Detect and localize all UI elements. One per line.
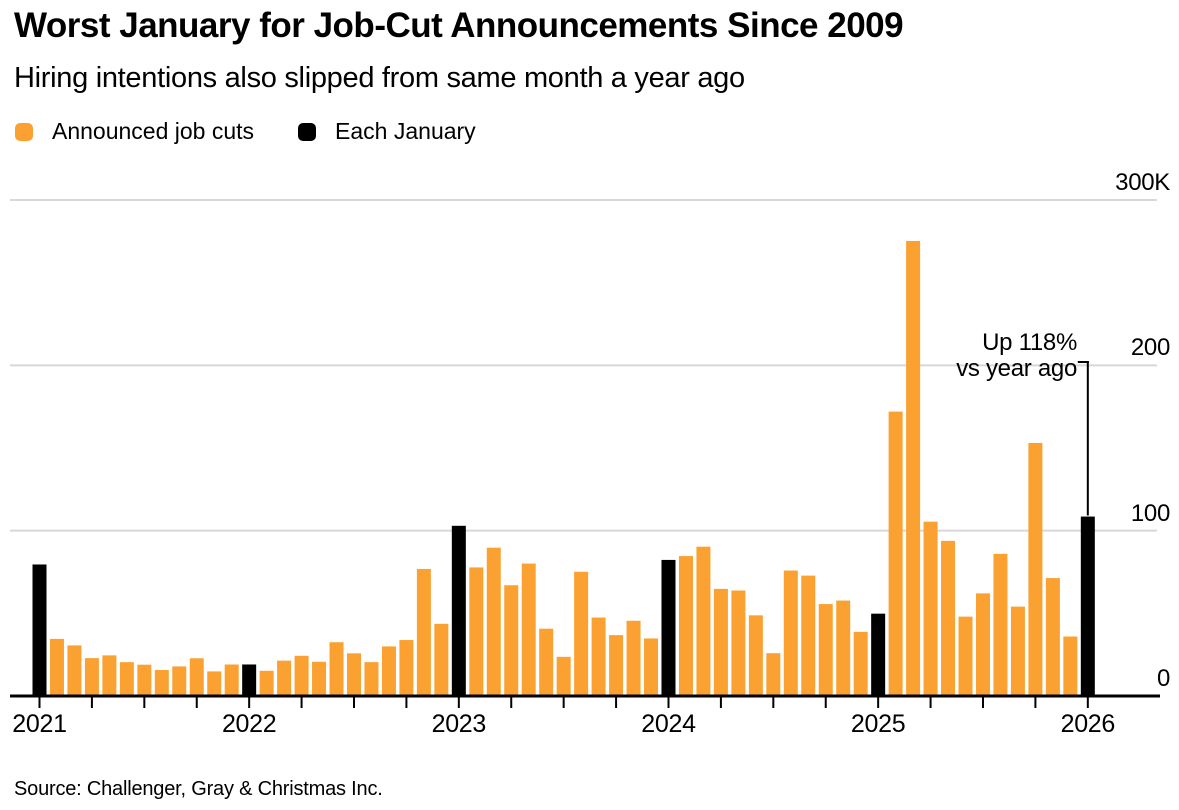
y-axis-label-0: 0 (1156, 665, 1170, 692)
bar-2022-03 (277, 660, 292, 696)
chart-subtitle: Hiring intentions also slipped from same… (14, 62, 745, 94)
bar-2024-07 (766, 653, 781, 696)
annotation-up-118pct: Up 118% vs year ago (956, 330, 1077, 382)
bar-2025-09 (1010, 606, 1025, 696)
legend-item-announced-job-cuts: Announced job cuts (15, 118, 254, 145)
source-credit: Source: Challenger, Gray & Christmas Inc… (14, 778, 383, 800)
bar-2023-03 (486, 547, 501, 696)
bar-2025-05 (941, 540, 956, 696)
bar-2022-11 (416, 568, 431, 696)
bar-2024-03 (696, 546, 711, 696)
bar-2023-04 (504, 585, 519, 696)
x-axis-label-2022: 2022 (221, 710, 277, 738)
bar-2026-01 (1080, 516, 1095, 696)
bar-2021-04 (84, 658, 99, 696)
bar-2025-03 (906, 240, 921, 696)
bar-2025-07 (975, 593, 990, 696)
bar-2025-01 (871, 613, 886, 696)
bar-2021-02 (49, 638, 64, 696)
y-axis-label-100: 100 (1130, 499, 1170, 527)
bar-2022-02 (259, 670, 274, 696)
bar-2025-12 (1063, 636, 1078, 696)
bar-2021-07 (137, 664, 152, 696)
x-axis-label-2025: 2025 (850, 710, 906, 738)
bar-2021-06 (119, 662, 134, 696)
bar-2021-01 (32, 564, 47, 696)
bar-2022-10 (399, 640, 414, 696)
bar-2024-11 (836, 600, 851, 696)
bar-2024-01 (661, 559, 676, 696)
bar-2022-01 (242, 664, 257, 696)
bar-2022-12 (434, 623, 449, 696)
bar-2023-09 (591, 617, 606, 696)
y-axis-label-200: 200 (1130, 334, 1170, 362)
bar-2023-05 (521, 563, 536, 696)
bar-2022-06 (329, 642, 344, 696)
bar-2024-06 (748, 615, 763, 696)
bar-2021-12 (224, 664, 239, 696)
bar-2025-06 (958, 616, 973, 696)
bar-2025-10 (1028, 442, 1043, 696)
bar-2023-11 (626, 620, 641, 696)
bar-2025-11 (1045, 578, 1060, 696)
bar-2022-07 (346, 653, 361, 696)
x-axis-label-2021: 2021 (12, 710, 67, 738)
bar-2024-04 (713, 588, 728, 696)
bar-2024-09 (801, 575, 816, 696)
bar-2023-07 (556, 656, 571, 696)
bar-2024-05 (731, 590, 746, 696)
legend: Announced job cuts Each January (15, 118, 476, 145)
bar-2023-02 (469, 567, 484, 696)
bar-2023-08 (574, 571, 589, 696)
bar-2021-08 (154, 670, 169, 696)
bar-2023-12 (644, 638, 659, 696)
bar-2023-01 (451, 525, 466, 696)
chart-title: Worst January for Job-Cut Announcements … (14, 6, 904, 45)
bar-2025-04 (923, 521, 938, 696)
legend-swatch-black-icon (298, 122, 317, 141)
annotation-line1: Up 118% (982, 329, 1077, 356)
legend-swatch-orange-icon (15, 122, 33, 141)
x-axis-label-2023: 2023 (431, 710, 487, 738)
bar-2022-08 (364, 662, 379, 696)
legend-item-each-january: Each January (298, 118, 476, 145)
legend-label-announced-job-cuts: Announced job cuts (52, 118, 255, 144)
bar-2021-11 (207, 671, 222, 696)
y-axis-label-300K: 300K (1115, 169, 1170, 196)
bar-2024-10 (818, 604, 833, 696)
bar-2021-10 (189, 658, 204, 696)
legend-label-each-january: Each January (335, 118, 476, 144)
bar-2022-09 (381, 646, 396, 696)
bar-2022-05 (312, 661, 327, 696)
bar-2023-06 (539, 628, 554, 696)
annotation-line2: vs year ago (956, 355, 1077, 382)
bar-2021-03 (67, 645, 82, 696)
bar-2022-04 (294, 655, 309, 696)
bar-2025-02 (888, 411, 903, 696)
bar-2024-02 (678, 556, 693, 696)
bar-2021-09 (172, 666, 187, 696)
bar-2024-12 (853, 631, 868, 696)
bar-2025-08 (993, 553, 1008, 696)
bar-2021-05 (102, 655, 117, 696)
x-axis-label-2026: 2026 (1060, 710, 1116, 738)
bar-2024-08 (783, 570, 798, 696)
x-axis-label-2024: 2024 (641, 710, 696, 738)
bar-2023-10 (609, 635, 624, 696)
